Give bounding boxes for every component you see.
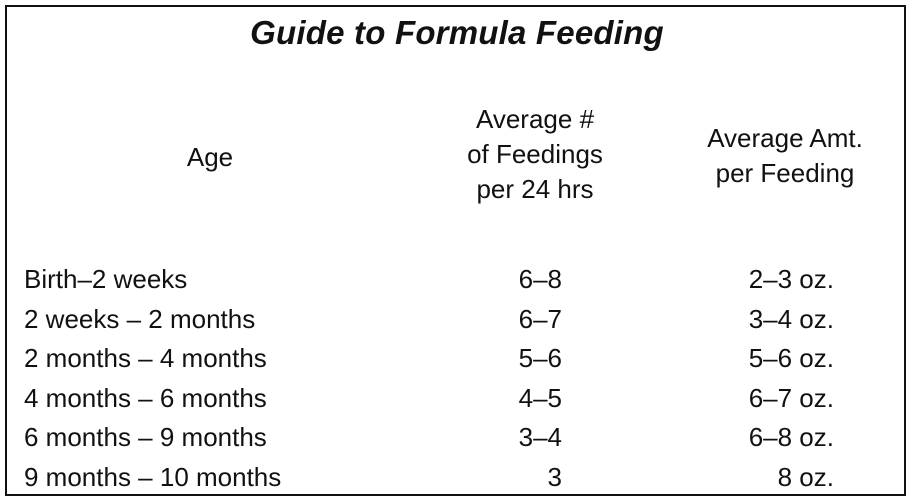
feedings-cell: 3–4 (518, 422, 562, 452)
table-row: 6 months – 9 months 3–4 6–8 oz. (0, 418, 914, 458)
table-border (5, 5, 906, 496)
amount-cell: 6–8 oz. (748, 422, 834, 452)
feedings-cell: 6–8 (518, 264, 562, 294)
feedings-cell: 4–5 (518, 382, 562, 413)
amount-cell: 3–4 oz. (748, 303, 834, 334)
age-cell: 6 months – 9 months (24, 422, 267, 452)
feedings-cell: 3 (547, 461, 562, 492)
age-cell: 2 months – 4 months (24, 343, 267, 373)
table-row: 2 months – 4 months 5–6 5–6 oz. (0, 339, 914, 379)
age-cell: 4 months – 6 months (24, 382, 267, 413)
column-header-feedings: Average # of Feedings per 24 hrs (467, 104, 603, 204)
amount-cell: 2–3 oz. (748, 264, 834, 294)
amount-cell: 8 oz. (777, 461, 834, 492)
age-cell: Birth–2 weeks (24, 264, 188, 294)
column-header-age: Age (186, 142, 234, 172)
page-title: Guide to Formula Feeding (250, 14, 664, 51)
feedings-cell: 6–7 (518, 303, 562, 334)
table-row: 4 months – 6 months 4–5 6–7 oz. (0, 379, 914, 419)
amount-cell: 5–6 oz. (748, 343, 834, 373)
feedings-cell: 5–6 (518, 343, 562, 373)
table-row: 9 months – 10 months 3 8 oz. (0, 458, 914, 498)
age-cell: 2 weeks – 2 months (24, 303, 256, 334)
amount-cell: 6–7 oz. (748, 382, 834, 413)
table-row: Birth–2 weeks 6–8 2–3 oz. (0, 260, 914, 300)
age-cell: 9 months – 10 months (24, 461, 282, 492)
feeding-table-body: Birth–2 weeks 6–8 2–3 oz. 2 weeks – 2 mo… (0, 260, 914, 497)
column-header-amount: Average Amt. per Feeding (707, 123, 863, 188)
table-row: 2 weeks – 2 months 6–7 3–4 oz. (0, 300, 914, 340)
